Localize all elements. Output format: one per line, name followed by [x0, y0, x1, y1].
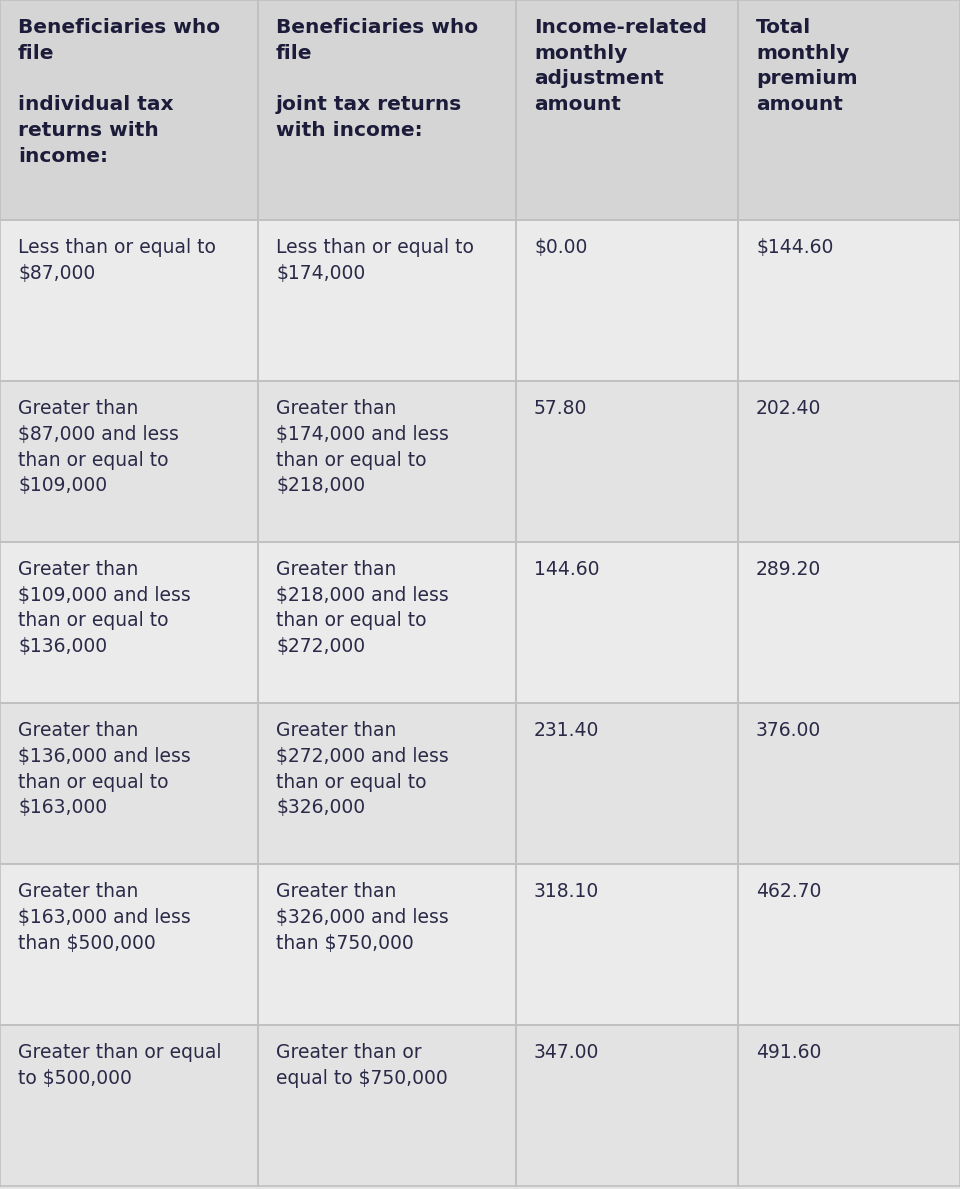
- Bar: [258, 864, 516, 1025]
- Bar: [258, 542, 516, 703]
- Text: 462.70: 462.70: [756, 882, 822, 901]
- Bar: [738, 703, 960, 864]
- Bar: [516, 380, 738, 542]
- Text: 376.00: 376.00: [756, 721, 821, 740]
- Bar: [738, 0, 960, 220]
- Bar: [258, 703, 516, 864]
- Text: Greater than
$218,000 and less
than or equal to
$272,000: Greater than $218,000 and less than or e…: [276, 560, 448, 656]
- Bar: [738, 380, 960, 542]
- Text: 202.40: 202.40: [756, 400, 822, 419]
- Text: Greater than or
equal to $750,000: Greater than or equal to $750,000: [276, 1043, 447, 1088]
- Bar: [516, 1025, 738, 1185]
- Text: 57.80: 57.80: [534, 400, 588, 419]
- Bar: [0, 703, 258, 864]
- Text: 289.20: 289.20: [756, 560, 821, 579]
- Bar: [258, 1025, 516, 1185]
- Text: 347.00: 347.00: [534, 1043, 599, 1062]
- Bar: [516, 220, 738, 380]
- Text: 231.40: 231.40: [534, 721, 599, 740]
- Bar: [0, 220, 258, 380]
- Bar: [738, 220, 960, 380]
- Bar: [516, 864, 738, 1025]
- Bar: [0, 380, 258, 542]
- Text: Greater than
$87,000 and less
than or equal to
$109,000: Greater than $87,000 and less than or eq…: [18, 400, 179, 496]
- Bar: [516, 542, 738, 703]
- Bar: [516, 703, 738, 864]
- Bar: [0, 1025, 258, 1185]
- Text: Beneficiaries who
file

individual tax
returns with
income:: Beneficiaries who file individual tax re…: [18, 18, 220, 165]
- Text: Greater than
$272,000 and less
than or equal to
$326,000: Greater than $272,000 and less than or e…: [276, 721, 448, 817]
- Text: Less than or equal to
$174,000: Less than or equal to $174,000: [276, 238, 474, 283]
- Bar: [0, 0, 258, 220]
- Text: 491.60: 491.60: [756, 1043, 822, 1062]
- Bar: [0, 864, 258, 1025]
- Text: Greater than
$136,000 and less
than or equal to
$163,000: Greater than $136,000 and less than or e…: [18, 721, 191, 817]
- Text: Less than or equal to
$87,000: Less than or equal to $87,000: [18, 238, 216, 283]
- Text: Beneficiaries who
file

joint tax returns
with income:: Beneficiaries who file joint tax returns…: [276, 18, 478, 140]
- Text: 318.10: 318.10: [534, 882, 599, 901]
- Bar: [0, 542, 258, 703]
- Bar: [258, 0, 516, 220]
- Bar: [738, 864, 960, 1025]
- Text: Greater than or equal
to $500,000: Greater than or equal to $500,000: [18, 1043, 222, 1088]
- Text: 144.60: 144.60: [534, 560, 599, 579]
- Text: Greater than
$326,000 and less
than $750,000: Greater than $326,000 and less than $750…: [276, 882, 448, 952]
- Bar: [258, 380, 516, 542]
- Bar: [738, 1025, 960, 1185]
- Text: Greater than
$174,000 and less
than or equal to
$218,000: Greater than $174,000 and less than or e…: [276, 400, 449, 496]
- Text: $0.00: $0.00: [534, 238, 588, 257]
- Bar: [258, 220, 516, 380]
- Text: $144.60: $144.60: [756, 238, 833, 257]
- Bar: [738, 542, 960, 703]
- Text: Greater than
$163,000 and less
than $500,000: Greater than $163,000 and less than $500…: [18, 882, 191, 952]
- Text: Total
monthly
premium
amount: Total monthly premium amount: [756, 18, 857, 114]
- Text: Greater than
$109,000 and less
than or equal to
$136,000: Greater than $109,000 and less than or e…: [18, 560, 191, 656]
- Text: Income-related
monthly
adjustment
amount: Income-related monthly adjustment amount: [534, 18, 707, 114]
- Bar: [516, 0, 738, 220]
